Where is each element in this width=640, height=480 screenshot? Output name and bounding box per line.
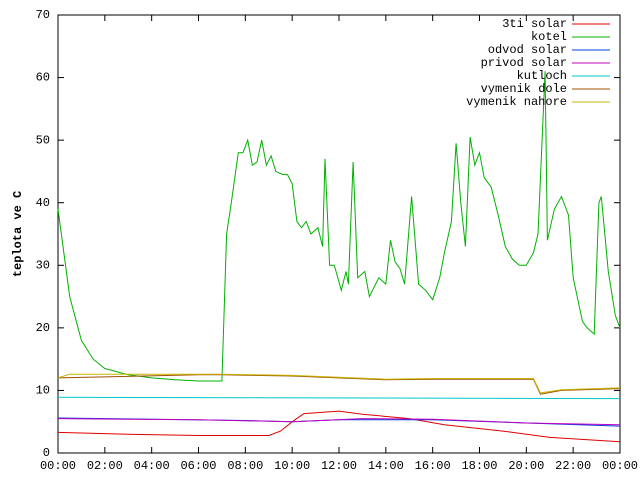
x-tick-label: 18:00 bbox=[461, 459, 497, 473]
y-tick-label: 0 bbox=[43, 446, 50, 460]
y-tick-label: 10 bbox=[36, 384, 50, 398]
x-tick-label: 12:00 bbox=[321, 459, 357, 473]
legend-label: kotel bbox=[531, 30, 567, 44]
series-line bbox=[57, 418, 621, 426]
series-line bbox=[57, 410, 621, 443]
x-tick-label: 20:00 bbox=[508, 459, 544, 473]
y-tick-label: 70 bbox=[36, 8, 50, 22]
y-tick-label: 20 bbox=[36, 321, 50, 335]
x-tick-label: 06:00 bbox=[180, 459, 216, 473]
x-tick-label: 08:00 bbox=[227, 459, 263, 473]
legend-label: privod solar bbox=[481, 56, 567, 70]
legend-label: vymenik dole bbox=[481, 82, 567, 96]
series-line bbox=[57, 374, 621, 395]
legend-label: kutloch bbox=[517, 69, 567, 83]
x-tick-label: 22:00 bbox=[555, 459, 591, 473]
x-tick-label: 00:00 bbox=[40, 459, 76, 473]
x-tick-label: 14:00 bbox=[368, 459, 404, 473]
y-tick-label: 60 bbox=[36, 71, 50, 85]
y-tick-label: 30 bbox=[36, 258, 50, 272]
legend-label: odvod solar bbox=[488, 43, 567, 57]
x-tick-label: 10:00 bbox=[274, 459, 310, 473]
series-line bbox=[57, 373, 621, 394]
y-tick-label: 50 bbox=[36, 133, 50, 147]
x-tick-label: 04:00 bbox=[134, 459, 170, 473]
x-tick-label: 02:00 bbox=[87, 459, 123, 473]
legend-label: 3ti solar bbox=[502, 17, 567, 31]
x-tick-label: 00:00 bbox=[602, 459, 638, 473]
y-tick-label: 40 bbox=[36, 196, 50, 210]
series-line bbox=[57, 396, 621, 400]
y-axis-label: teplota ve C bbox=[11, 191, 25, 277]
x-tick-label: 16:00 bbox=[415, 459, 451, 473]
legend-label: vymenik nahore bbox=[466, 95, 567, 109]
series-line bbox=[57, 71, 621, 382]
